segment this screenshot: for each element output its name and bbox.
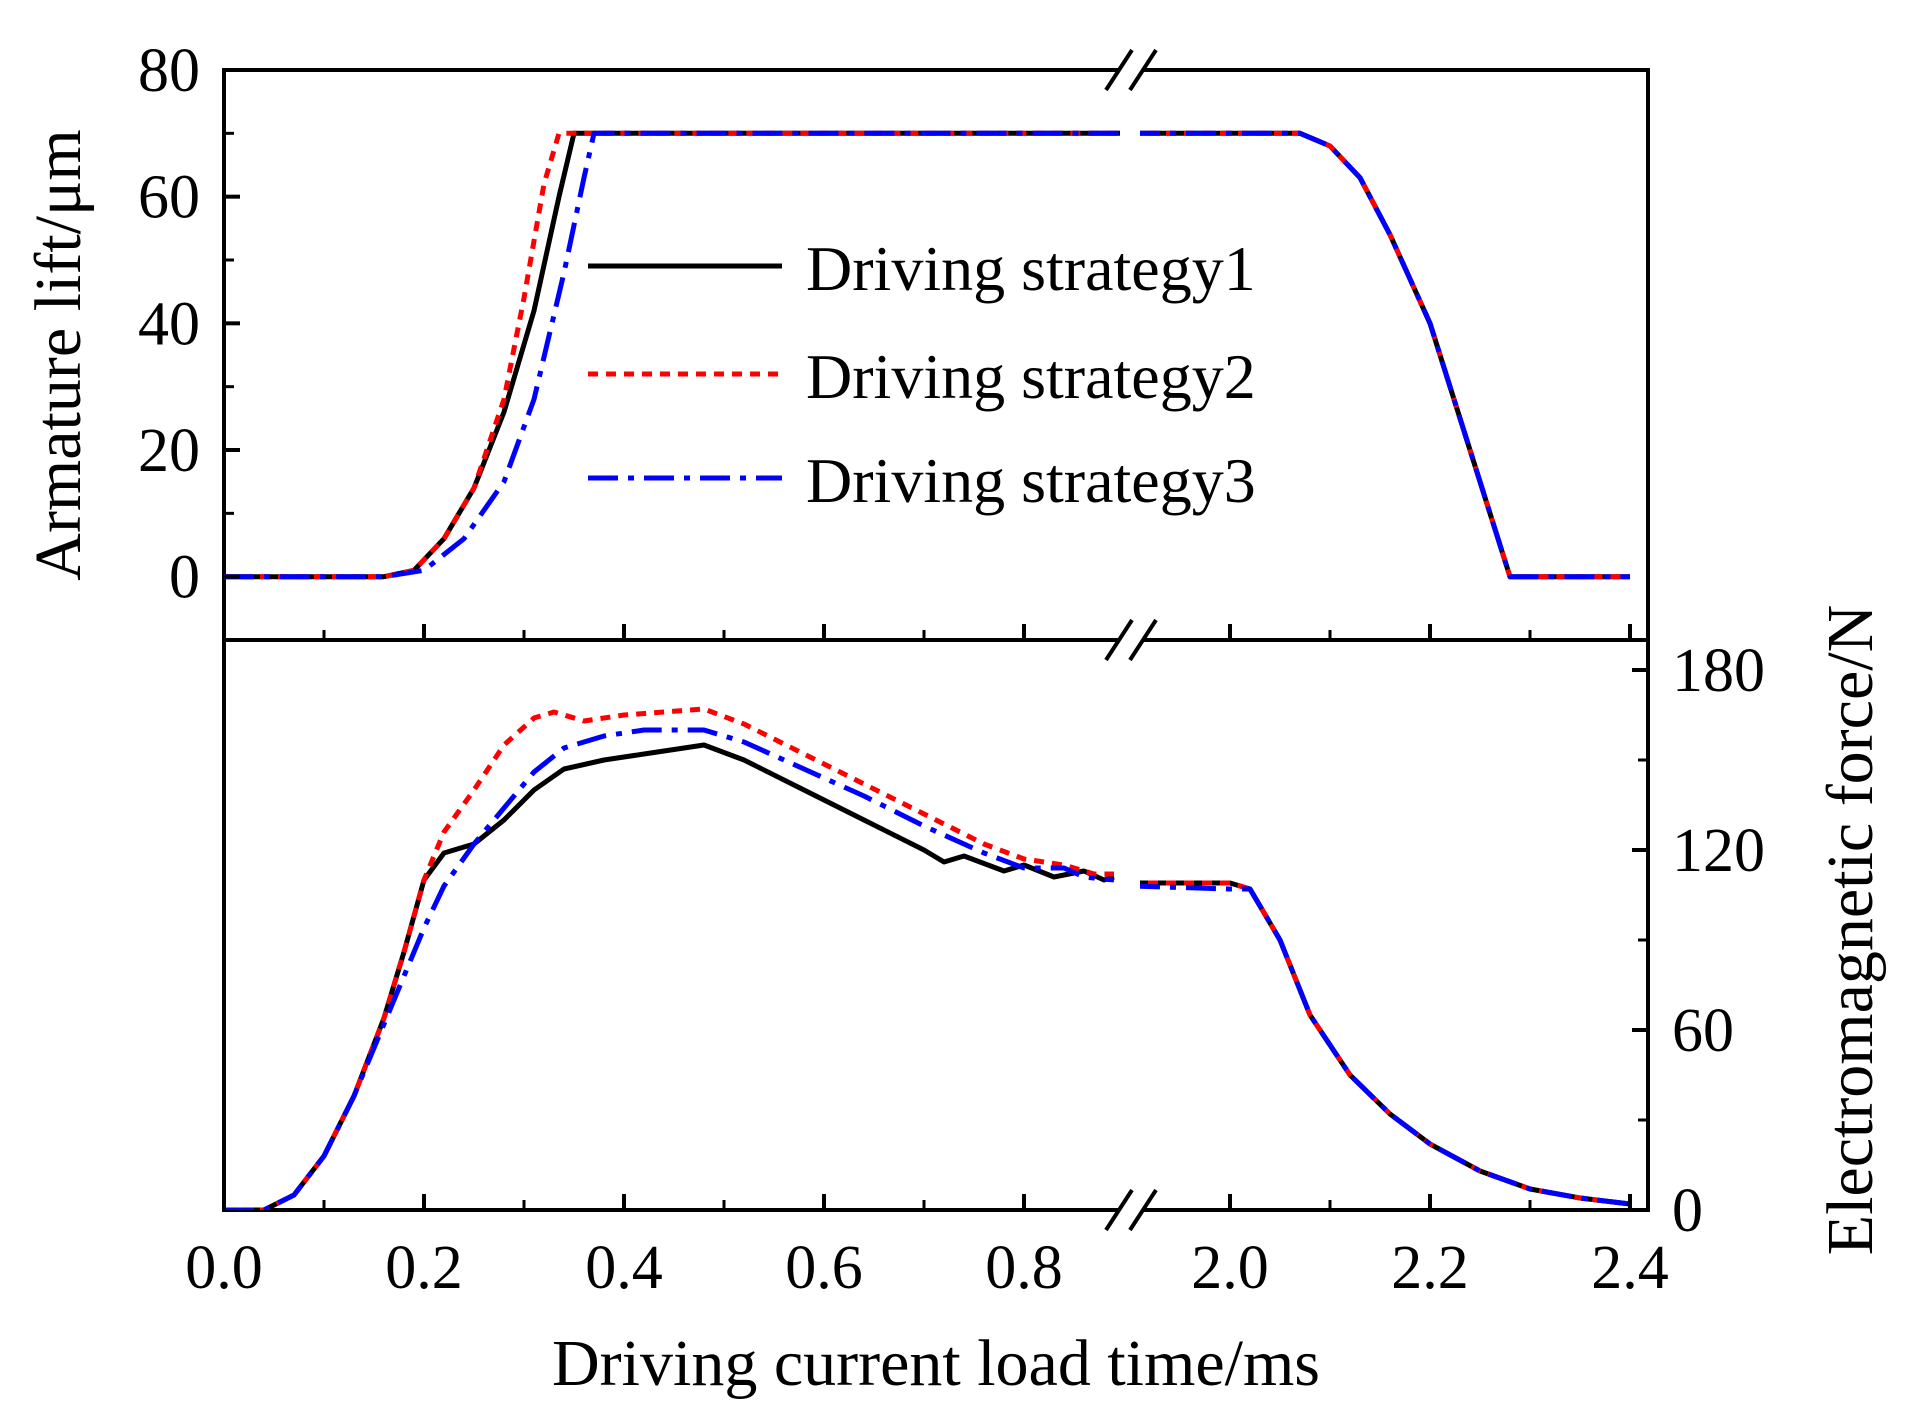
x-axis-label: Driving current load time/ms — [552, 1327, 1320, 1400]
top-y-tick-label: 20 — [138, 417, 200, 485]
x-tick-label: 0.8 — [985, 1234, 1063, 1302]
top-series-line-3 — [224, 130, 1120, 580]
x-tick-label: 0.4 — [585, 1234, 663, 1302]
x-tick-label: 2.4 — [1591, 1234, 1669, 1302]
bottom-y-axis-label: Electromagnetic force/N — [1814, 605, 1887, 1256]
axis-break-markers — [1104, 48, 1158, 1232]
bottom-series-line-2 — [224, 706, 1114, 1210]
top-y-tick-label: 60 — [138, 164, 200, 232]
bottom-panel: 0.0 0.2 0.4 0.6 0.8 2.0 2.2 2.40 60 120 180 Electr… — [185, 605, 1887, 1400]
legend: Driving strategy1 Driving strategy2 Driv… — [588, 233, 1256, 516]
bottom-y-tick-label: 0 — [1672, 1177, 1703, 1245]
top-y-tick-label: 40 — [138, 290, 200, 358]
bottom-plot-frame — [222, 638, 1650, 1212]
x-tick-label: 0.6 — [785, 1234, 863, 1302]
top-series-line-3 — [1140, 130, 1630, 580]
break-slash — [1128, 48, 1158, 92]
break-gap-top — [1118, 50, 1144, 90]
bottom-series-line-1 — [224, 742, 1115, 1210]
bottom-series-line-2 — [1140, 880, 1631, 1207]
legend-label-strategy2: Driving strategy2 — [806, 341, 1256, 412]
break-gap-bottom — [1118, 1190, 1144, 1230]
bottom-series-line-1 — [1140, 880, 1631, 1207]
bottom-y-tick-label: 180 — [1672, 637, 1765, 705]
break-slash — [1104, 618, 1134, 662]
legend-label-strategy3: Driving strategy3 — [806, 445, 1256, 516]
x-tick-label: 2.0 — [1191, 1234, 1269, 1302]
bottom-series-line-3 — [224, 727, 1115, 1210]
x-tick-label: 0.2 — [385, 1234, 463, 1302]
x-tick-label: 0.0 — [185, 1234, 263, 1302]
top-y-tick-label: 0 — [169, 544, 200, 612]
break-slash — [1128, 1188, 1158, 1232]
break-slash — [1128, 618, 1158, 662]
break-slash — [1104, 1188, 1134, 1232]
top-y-axis-label: Armature lift/μm — [22, 129, 95, 580]
bottom-y-tick-label: 120 — [1672, 817, 1765, 885]
top-panel: 0 20 40 60 80 Armature lift/μm — [22, 37, 1650, 642]
bottom-y-tick-label: 60 — [1672, 997, 1734, 1065]
bottom-series-line-3 — [1140, 883, 1631, 1207]
top-y-tick-label: 80 — [138, 37, 200, 105]
legend-label-strategy1: Driving strategy1 — [806, 233, 1256, 304]
x-tick-label: 2.2 — [1391, 1234, 1469, 1302]
top-series-line-2 — [224, 130, 1120, 580]
break-slash — [1104, 48, 1134, 92]
